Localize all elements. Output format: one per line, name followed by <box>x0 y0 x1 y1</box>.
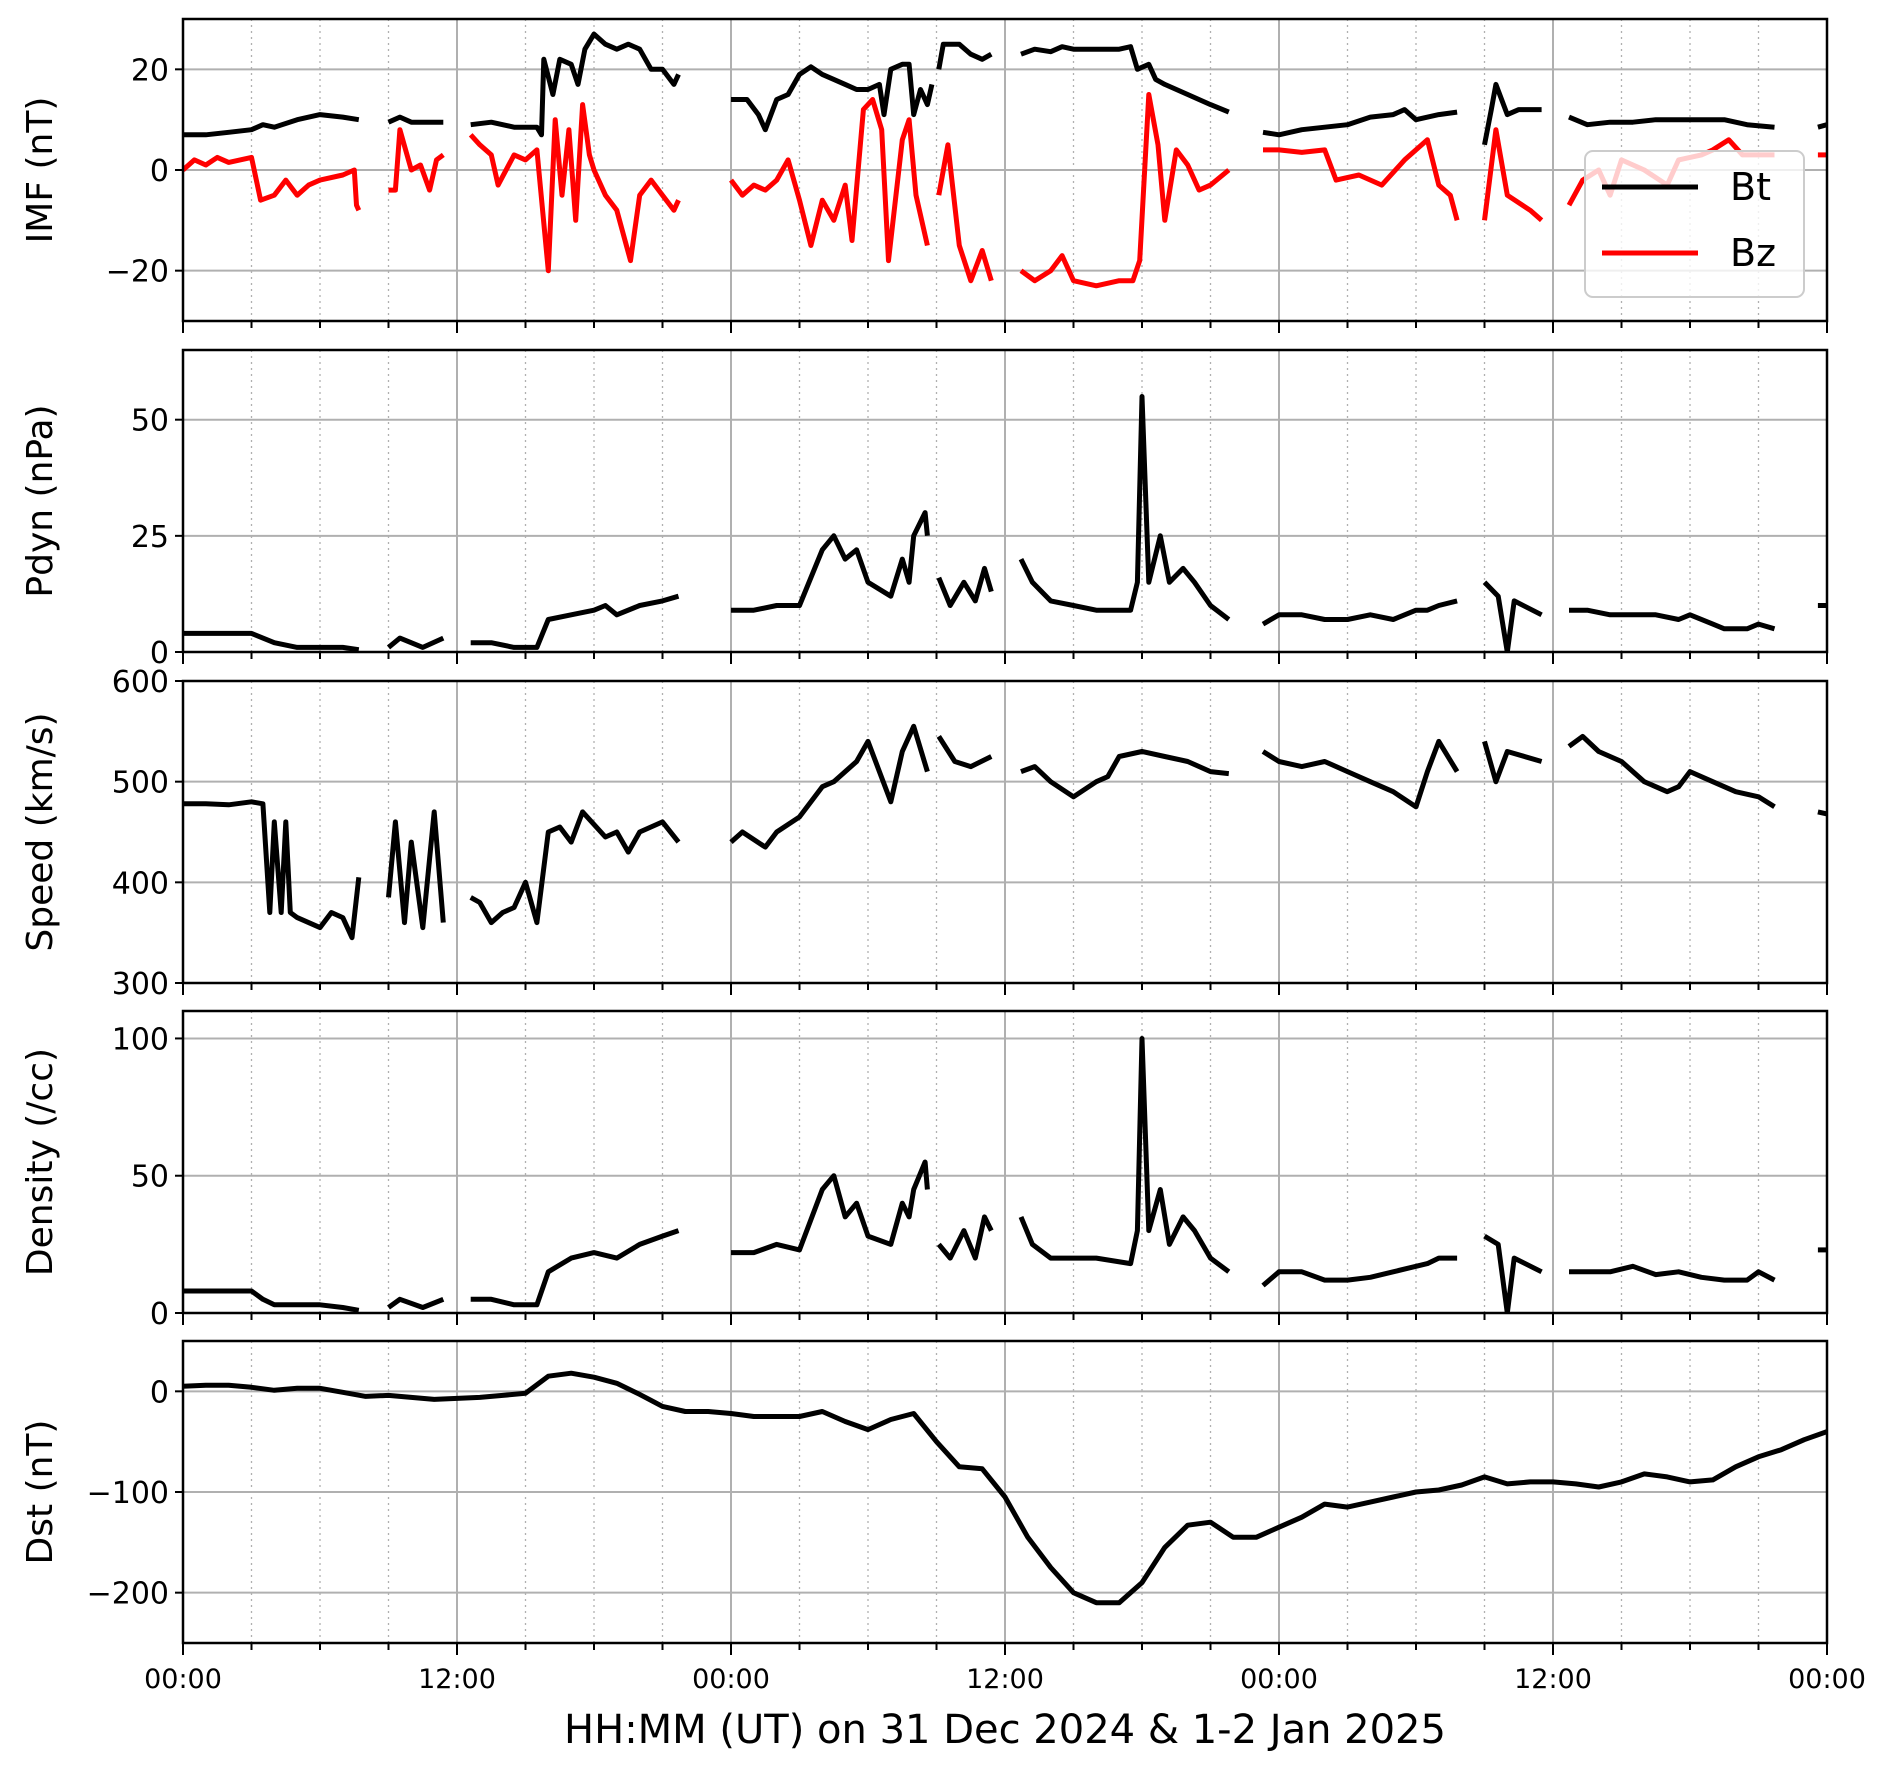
series-bz-line <box>1263 137 1460 221</box>
y-tick-label: 600 <box>112 665 169 700</box>
panel-density: 0 50 100 Density (/cc) <box>20 1009 1829 1332</box>
y-tick-label: 300 <box>112 967 169 1002</box>
y-tick-label: 400 <box>112 866 169 901</box>
y-tick-label: 50 <box>131 404 169 439</box>
series-speed-line <box>1567 733 1776 809</box>
series-pdyn-line <box>1482 580 1543 652</box>
y-tick-label: 0 <box>150 1297 169 1332</box>
series-bt-line <box>470 31 681 138</box>
y-tick-label: 0 <box>150 154 169 189</box>
series-density-line <box>731 1159 930 1256</box>
series-pdyn-line <box>386 635 445 650</box>
series-speed-line <box>729 723 930 850</box>
series-pdyn-line <box>470 593 680 650</box>
x-tick-label: 12:00 <box>418 1664 496 1695</box>
y-tick-label: 0 <box>150 1375 169 1410</box>
y-tick-label: 50 <box>131 1160 169 1195</box>
series-density-line <box>183 1288 360 1313</box>
series-bt-line <box>1482 81 1542 146</box>
series-density-line <box>1261 1255 1458 1288</box>
series-density-line <box>1569 1263 1776 1283</box>
series-speed-line <box>1020 749 1230 800</box>
series-pdyn-line <box>183 630 360 652</box>
panel-speed: 300 400 500 600 Speed (km/s) <box>20 665 1829 1002</box>
series-bz-line <box>729 97 930 264</box>
series-speed-line <box>1817 809 1827 817</box>
series-speed-line <box>386 809 446 931</box>
series-bz-line <box>468 102 681 274</box>
axes-frame <box>181 348 1829 654</box>
y-axis-label: Dst (nT) <box>20 1420 61 1565</box>
series-bt-line <box>731 61 935 133</box>
x-axis-label: HH:MM (UT) on 31 Dec 2024 & 1-2 Jan 2025 <box>564 1707 1446 1753</box>
series-bz-line <box>1019 92 1231 289</box>
legend-box <box>1584 150 1805 298</box>
series-bz-line <box>183 154 362 212</box>
series-density-line <box>1018 1036 1231 1274</box>
series-speed-line <box>936 735 993 770</box>
x-tick-label: 12:00 <box>1514 1664 1592 1695</box>
panel-imf: −20 0 20 IMF (nT) Bt Bz <box>20 17 1829 333</box>
axes-frame <box>181 1009 1829 1315</box>
series-pdyn-line <box>1261 598 1458 627</box>
series-density-line <box>936 1214 994 1261</box>
axes-frame <box>181 1339 1829 1645</box>
series-bt-line <box>1020 44 1230 115</box>
panel-dst: −200 −100 0 Dst (nT) <box>20 1339 1829 1655</box>
axes-frame <box>181 679 1829 985</box>
x-tick-label: 12:00 <box>966 1664 1044 1695</box>
y-tick-label: −100 <box>87 1476 169 1511</box>
series-pdyn-line <box>1018 394 1231 622</box>
series-pdyn-line <box>936 565 994 608</box>
series-bt-line <box>1568 114 1775 130</box>
series-speed-line <box>469 809 681 926</box>
y-tick-label: 100 <box>112 1022 169 1057</box>
series-bt-line <box>936 41 993 70</box>
series-density-line <box>387 1296 445 1310</box>
y-tick-label: 25 <box>131 520 169 555</box>
y-tick-label: 20 <box>131 53 169 88</box>
series-speed-line <box>1261 738 1460 810</box>
y-axis-label: Speed (km/s) <box>20 712 61 951</box>
series-bt-line <box>387 114 444 125</box>
panel-pdyn: 0 25 50 Pdyn (nPa) <box>20 348 1829 671</box>
legend: Bt Bz <box>1584 150 1805 298</box>
y-axis-label: Pdyn (nPa) <box>20 404 61 597</box>
series-bt-line <box>183 112 360 138</box>
y-tick-label: 500 <box>112 766 169 801</box>
series-density-line <box>470 1228 680 1308</box>
series-bt-line <box>1262 107 1458 138</box>
x-tick-label: 00:00 <box>1240 1664 1318 1695</box>
series-pdyn-line <box>1569 607 1776 632</box>
legend-label-bt: Bt <box>1730 165 1771 209</box>
y-axis-label: Density (/cc) <box>20 1048 61 1276</box>
series-bz-line <box>1482 127 1544 223</box>
series-pdyn-line <box>731 510 930 613</box>
series-bz-line <box>388 127 445 193</box>
series-bt-line <box>1817 122 1827 130</box>
series-bz-line <box>936 142 994 284</box>
x-tick-label: 00:00 <box>692 1664 770 1695</box>
y-axis-label: IMF (nT) <box>20 97 61 244</box>
series-speed-line <box>183 799 362 941</box>
axes-frame <box>181 17 1829 323</box>
series-density-line <box>1483 1233 1543 1313</box>
x-tick-label: 00:00 <box>144 1664 222 1695</box>
series-dst-line <box>183 1370 1827 1606</box>
y-tick-label: −20 <box>106 255 169 290</box>
y-tick-label: 0 <box>150 636 169 671</box>
series-speed-line <box>1482 740 1543 785</box>
legend-label-bz: Bz <box>1730 231 1776 275</box>
y-tick-label: −200 <box>87 1577 169 1612</box>
x-tick-label: 00:00 <box>1788 1664 1866 1695</box>
